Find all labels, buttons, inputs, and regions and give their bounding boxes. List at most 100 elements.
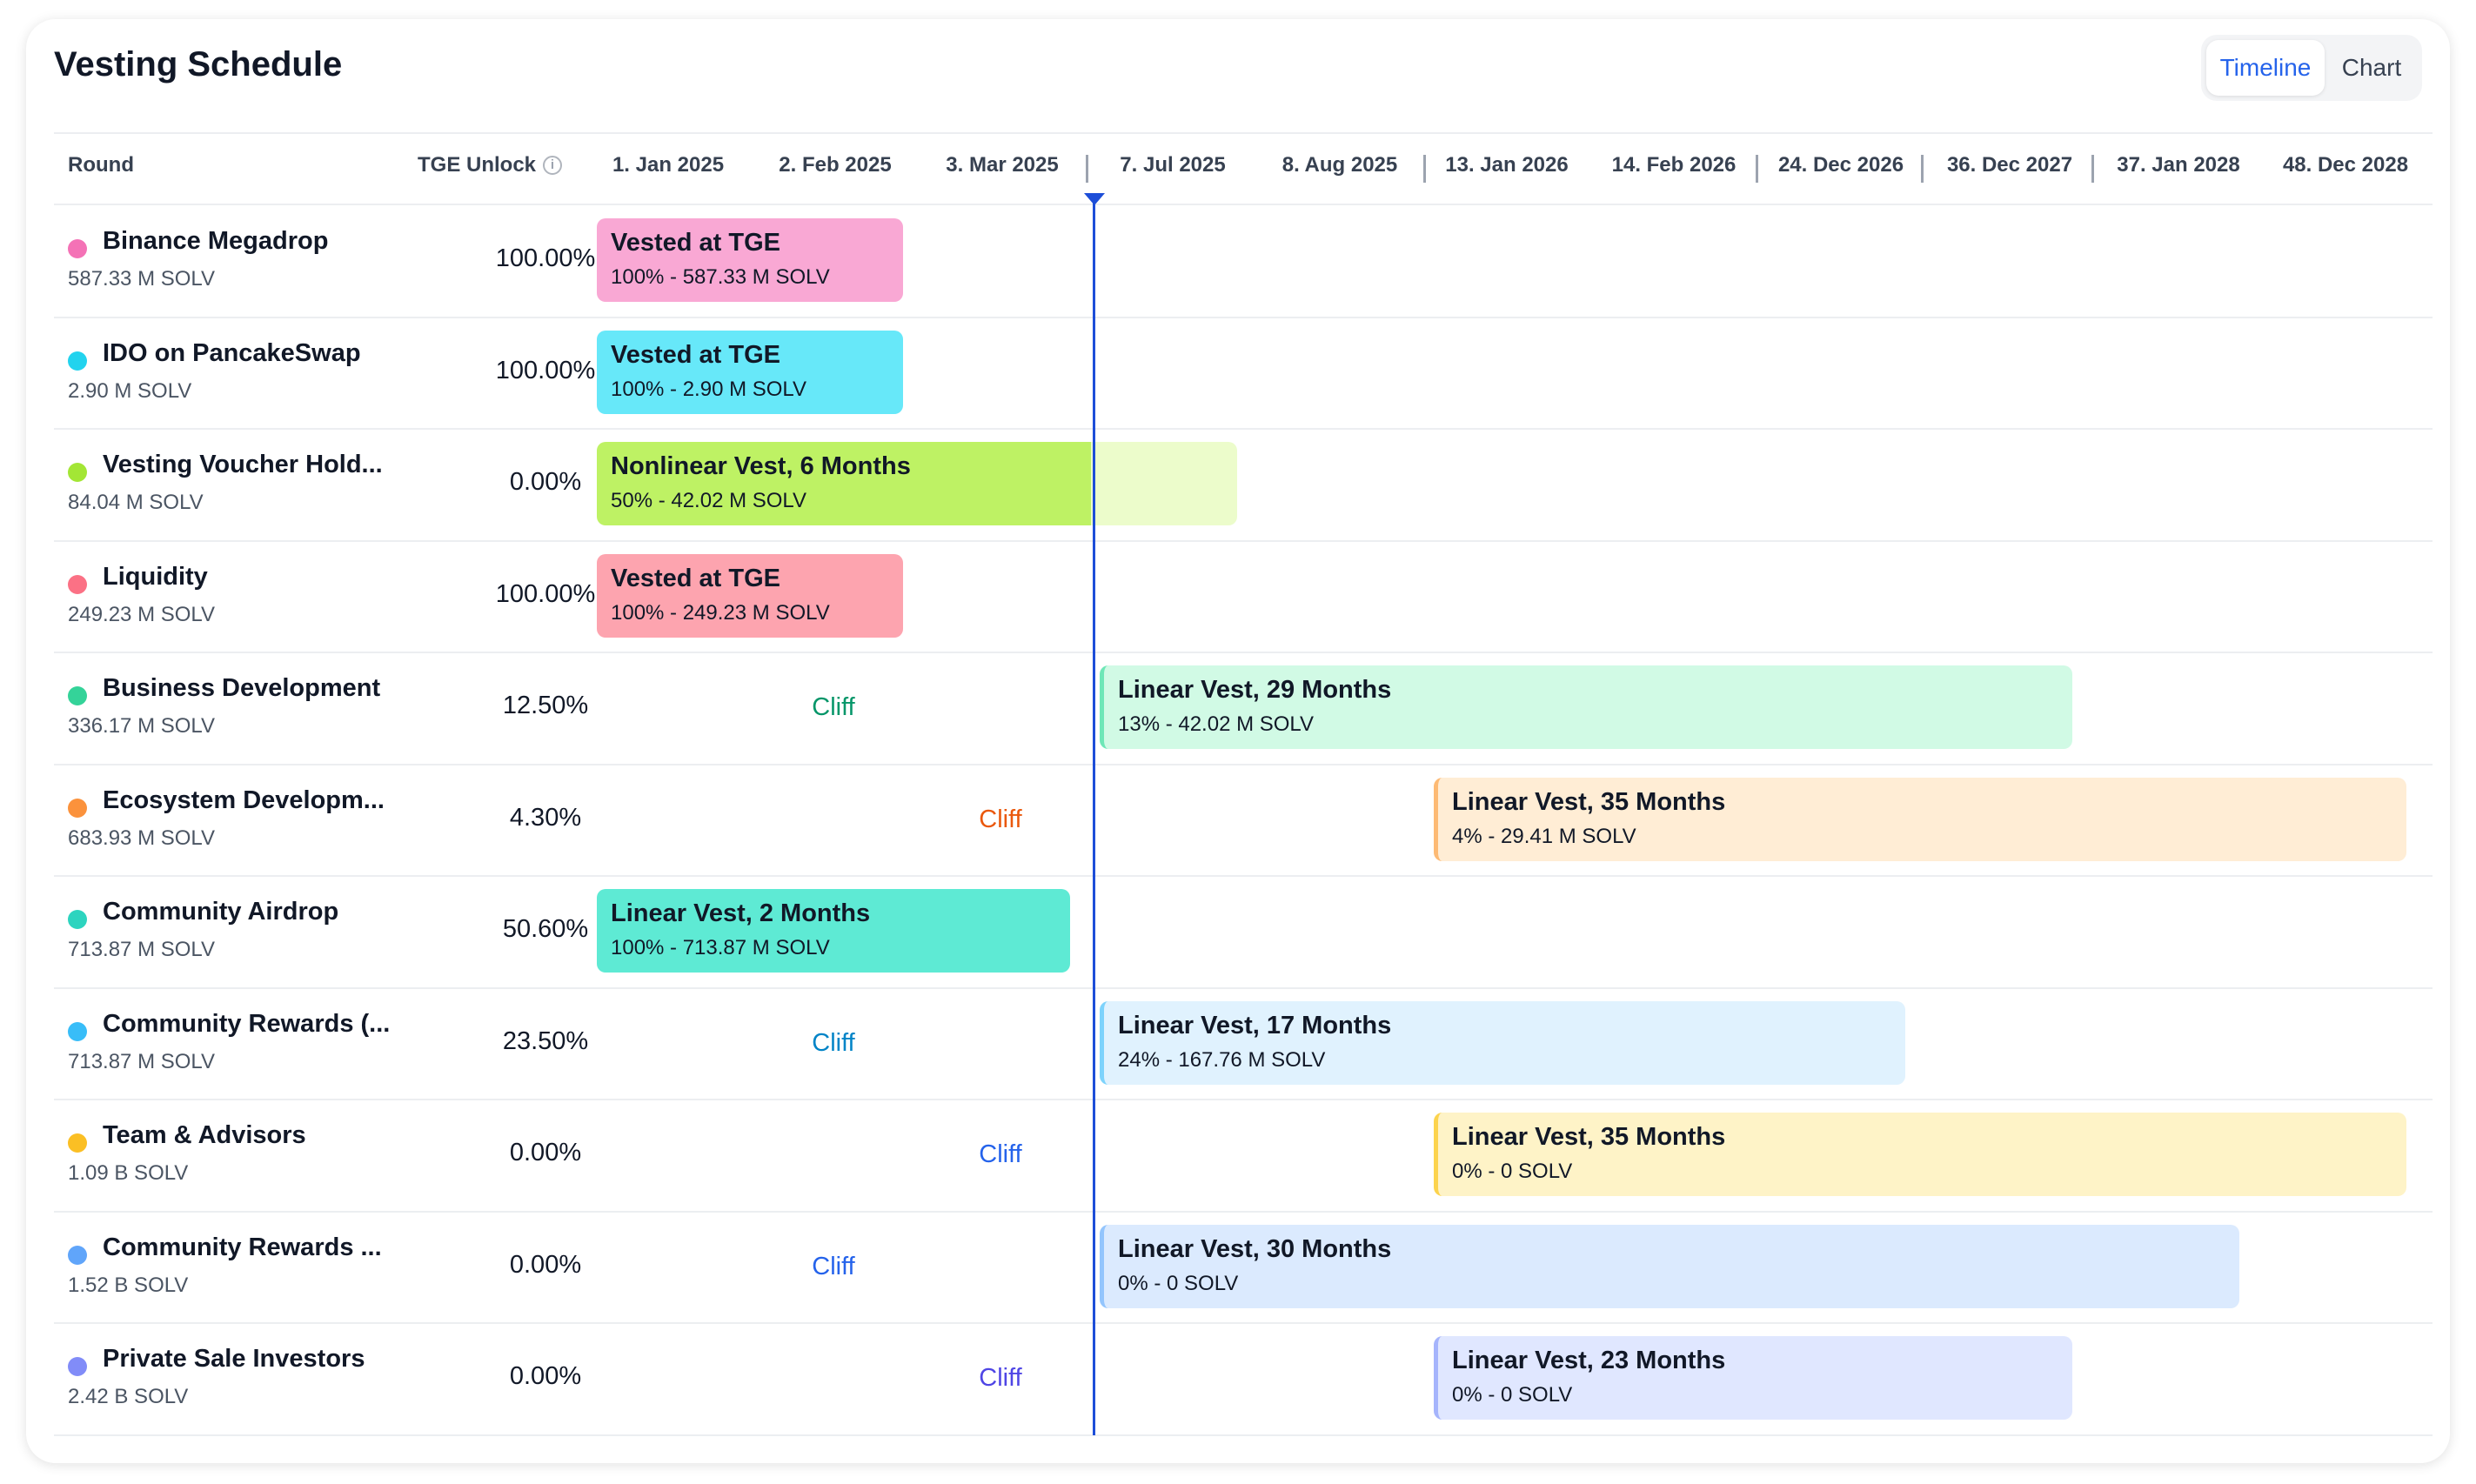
- tge-unlock-value: 0.00%: [509, 1362, 582, 1390]
- period-separator: [1756, 155, 1758, 183]
- round-name: Binance Megadrop: [103, 227, 329, 255]
- period-separator: [2091, 155, 2094, 183]
- round-name: Vesting Voucher Hold...: [103, 451, 383, 478]
- cliff-label: Cliff: [812, 1252, 855, 1280]
- vesting-bar[interactable]: Vested at TGE 100% - 249.23 M SOLV: [597, 553, 903, 638]
- row-divider: [54, 1434, 2433, 1436]
- vesting-bar-detail: 0% - 0 SOLV: [1452, 1160, 1573, 1183]
- vesting-row[interactable]: Community Rewards ... 1.52 B SOLV 0.00% Cli…: [54, 1213, 2433, 1324]
- tge-unlock-value: 100.00%: [495, 579, 596, 608]
- round-name: Business Development: [103, 674, 381, 702]
- vesting-bar-detail: 24% - 167.76 M SOLV: [1118, 1047, 1326, 1072]
- vesting-bar[interactable]: Linear Vest, 35 Months 0% - 0 SOLV: [1434, 1113, 2406, 1196]
- tge-unlock-column-header: TGE Unlock: [418, 153, 537, 177]
- round-name: Ecosystem Developm...: [103, 785, 385, 814]
- vesting-bar-title: Vested at TGE: [611, 564, 781, 592]
- row-divider: [54, 875, 2433, 877]
- round-color-dot-icon: [68, 1245, 87, 1265]
- period-separator: [1086, 155, 1088, 183]
- row-divider: [54, 428, 2433, 430]
- round-color-dot-icon: [68, 686, 87, 705]
- current-date-line: [1093, 197, 1095, 1435]
- info-icon[interactable]: i: [543, 156, 562, 175]
- vesting-row[interactable]: IDO on PancakeSwap 2.90 M SOLV 100.00% Vest…: [54, 318, 2433, 430]
- round-name: IDO on PancakeSwap: [103, 338, 361, 367]
- vesting-bar-detail: 0% - 0 SOLV: [1118, 1271, 1239, 1295]
- period-separator: [1921, 155, 1924, 183]
- vesting-bar[interactable]: Linear Vest, 2 Months 100% - 713.87 M SOL…: [597, 889, 1070, 973]
- tge-unlock-value: 0.00%: [509, 468, 582, 496]
- row-divider: [54, 1099, 2433, 1100]
- vesting-row[interactable]: Business Development 336.17 M SOLV 12.50% C…: [54, 653, 2433, 765]
- vesting-bar[interactable]: Linear Vest, 30 Months 0% - 0 SOLV: [1100, 1224, 2239, 1308]
- round-amount: 2.90 M SOLV: [68, 378, 192, 403]
- tge-unlock-value: 100.00%: [495, 356, 596, 384]
- vesting-bar[interactable]: Linear Vest, 23 Months 0% - 0 SOLV: [1434, 1336, 2072, 1420]
- vesting-bar[interactable]: Vested at TGE 100% - 2.90 M SOLV: [597, 330, 903, 414]
- vesting-row[interactable]: Team & Advisors 1.09 B SOLV 0.00% Cliff Line…: [54, 1100, 2433, 1213]
- round-name: Team & Advisors: [103, 1121, 306, 1149]
- cliff-label: Cliff: [812, 1028, 855, 1057]
- vesting-bar-detail: 13% - 42.02 M SOLV: [1118, 712, 1314, 736]
- vesting-bar-detail: 4% - 29.41 M SOLV: [1452, 824, 1636, 848]
- current-date-marker-icon: [1084, 193, 1105, 205]
- round-color-dot-icon: [68, 1357, 87, 1376]
- round-name: Liquidity: [103, 562, 208, 591]
- round-name: Community Rewards ...: [103, 1233, 382, 1261]
- vesting-bar-title: Linear Vest, 35 Months: [1452, 1123, 1726, 1151]
- cliff-label: Cliff: [979, 1140, 1022, 1168]
- vesting-row[interactable]: Ecosystem Developm... 683.93 M SOLV 4.30% C…: [54, 765, 2433, 877]
- round-color-dot-icon: [68, 798, 87, 818]
- vesting-row[interactable]: Community Airdrop 713.87 M SOLV 50.60% Line…: [54, 877, 2433, 989]
- vesting-row[interactable]: Liquidity 249.23 M SOLV 100.00% Vested at T…: [54, 542, 2433, 653]
- vesting-bar-title: Vested at TGE: [611, 340, 781, 369]
- date-column-header: 7. Jul 2025: [1120, 153, 1226, 177]
- tge-unlock-value: 50.60%: [502, 915, 589, 943]
- vesting-bar[interactable]: Nonlinear Vest, 6 Months 50% - 42.02 M SO…: [597, 442, 1237, 525]
- vesting-bar[interactable]: Linear Vest, 35 Months 4% - 29.41 M SOLV: [1434, 777, 2406, 861]
- round-amount: 1.52 B SOLV: [68, 1273, 189, 1297]
- timeline-tab[interactable]: Timeline: [2206, 40, 2325, 96]
- vesting-bar-detail: 0% - 0 SOLV: [1452, 1383, 1573, 1407]
- cliff-label: Cliff: [812, 693, 855, 721]
- date-column-header: 13. Jan 2026: [1445, 153, 1569, 177]
- tge-unlock-value: 100.00%: [495, 244, 596, 272]
- vesting-row[interactable]: Private Sale Investors 2.42 B SOLV 0.00% Cl…: [54, 1324, 2433, 1436]
- round-amount: 683.93 M SOLV: [68, 826, 215, 850]
- cliff-label: Cliff: [979, 805, 1022, 833]
- vesting-bar-title: Linear Vest, 23 Months: [1452, 1347, 1726, 1374]
- date-column-header: 1. Jan 2025: [612, 153, 725, 177]
- date-column-header: 14. Feb 2026: [1611, 153, 1737, 177]
- vesting-bar-title: Nonlinear Vest, 6 Months: [611, 452, 911, 480]
- round-color-dot-icon: [68, 1133, 87, 1153]
- vesting-bar[interactable]: Linear Vest, 29 Months 13% - 42.02 M SOLV: [1100, 665, 2072, 749]
- vesting-bar[interactable]: Linear Vest, 17 Months 24% - 167.76 M SOL…: [1100, 1000, 1905, 1085]
- vesting-bar-title: Linear Vest, 35 Months: [1452, 787, 1726, 816]
- date-column-header: 48. Dec 2028: [2282, 153, 2409, 177]
- tge-unlock-value: 0.00%: [509, 1139, 582, 1166]
- row-divider: [54, 652, 2433, 653]
- round-color-dot-icon: [68, 239, 87, 258]
- vesting-row[interactable]: Vesting Voucher Hold... 84.04 M SOLV 0.00%…: [54, 430, 2433, 542]
- tge-unlock-value: 0.00%: [509, 1250, 582, 1279]
- row-divider: [54, 1210, 2433, 1213]
- vesting-bar-detail: 100% - 249.23 M SOLV: [611, 600, 830, 625]
- header-top-divider: [54, 132, 2433, 134]
- cliff-label: Cliff: [979, 1364, 1022, 1392]
- round-color-dot-icon: [68, 1021, 87, 1041]
- round-color-dot-icon: [68, 463, 87, 482]
- round-amount: 1.09 B SOLV: [68, 1161, 189, 1185]
- chart-tab[interactable]: Chart: [2341, 54, 2402, 81]
- vesting-bar-detail: 100% - 587.33 M SOLV: [611, 265, 830, 289]
- date-column-header: 8. Aug 2025: [1281, 153, 1398, 177]
- round-color-dot-icon: [68, 574, 87, 594]
- round-color-dot-icon: [68, 351, 87, 371]
- tge-unlock-value: 23.50%: [502, 1026, 589, 1055]
- vesting-row[interactable]: Binance Megadrop 587.33 M SOLV 100.00% Vest…: [54, 206, 2433, 318]
- date-column-header: 36. Dec 2027: [1946, 153, 2073, 177]
- round-color-dot-icon: [68, 910, 87, 929]
- vesting-row[interactable]: Community Rewards (... 713.87 M SOLV 23.50…: [54, 989, 2433, 1100]
- header-bottom-divider: [54, 204, 2433, 205]
- vesting-bar[interactable]: Vested at TGE 100% - 587.33 M SOLV: [597, 218, 903, 302]
- view-toggle: Timeline Chart: [2201, 35, 2422, 101]
